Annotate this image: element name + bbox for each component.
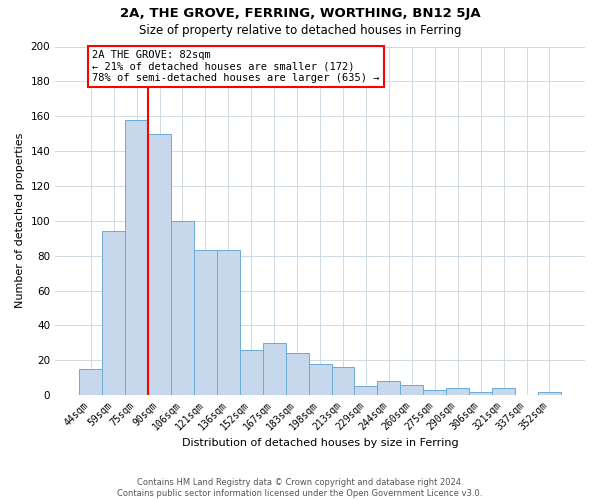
Text: Contains HM Land Registry data © Crown copyright and database right 2024.
Contai: Contains HM Land Registry data © Crown c… <box>118 478 482 498</box>
Bar <box>332 367 355 395</box>
Bar <box>355 386 377 395</box>
Bar <box>377 381 400 395</box>
Bar <box>286 354 308 395</box>
Bar <box>125 120 148 395</box>
Bar <box>446 388 469 395</box>
Bar <box>263 343 286 395</box>
Text: 2A, THE GROVE, FERRING, WORTHING, BN12 5JA: 2A, THE GROVE, FERRING, WORTHING, BN12 5… <box>119 8 481 20</box>
Bar <box>469 392 492 395</box>
Bar <box>423 390 446 395</box>
Bar <box>171 221 194 395</box>
Y-axis label: Number of detached properties: Number of detached properties <box>15 133 25 308</box>
X-axis label: Distribution of detached houses by size in Ferring: Distribution of detached houses by size … <box>182 438 458 448</box>
Bar <box>148 134 171 395</box>
Bar <box>217 250 240 395</box>
Bar <box>538 392 561 395</box>
Bar <box>400 384 423 395</box>
Bar <box>308 364 332 395</box>
Bar <box>194 250 217 395</box>
Bar <box>102 232 125 395</box>
Bar <box>240 350 263 395</box>
Text: Size of property relative to detached houses in Ferring: Size of property relative to detached ho… <box>139 24 461 37</box>
Bar <box>79 369 102 395</box>
Text: 2A THE GROVE: 82sqm
← 21% of detached houses are smaller (172)
78% of semi-detac: 2A THE GROVE: 82sqm ← 21% of detached ho… <box>92 50 379 83</box>
Bar <box>492 388 515 395</box>
